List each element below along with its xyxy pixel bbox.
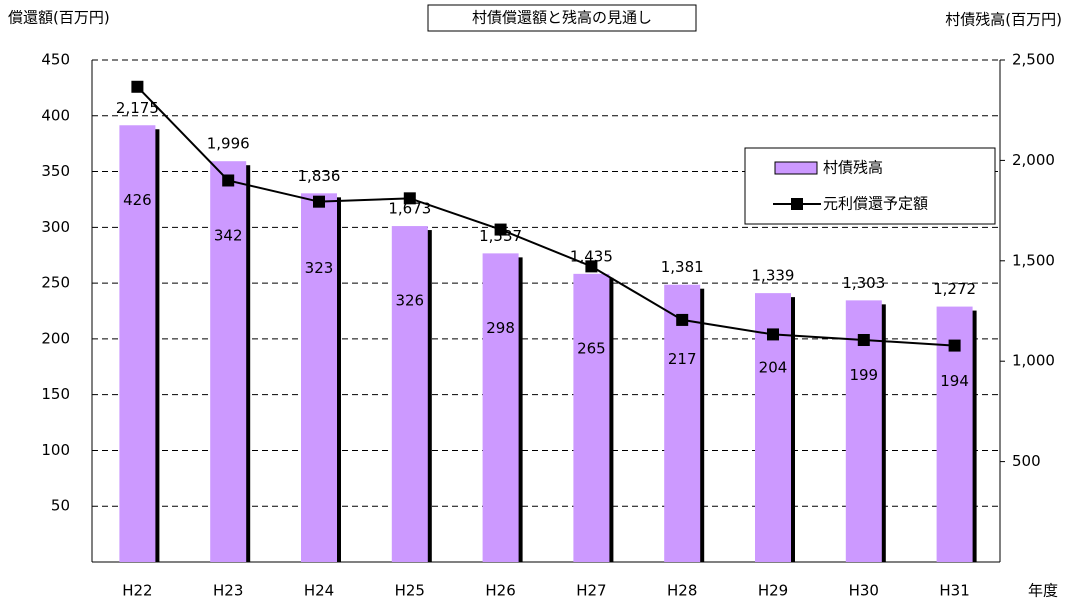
y2-tick-label: 500 bbox=[1012, 452, 1041, 470]
line-marker bbox=[948, 339, 961, 352]
bar bbox=[119, 125, 156, 562]
bar-value-label: 1,381 bbox=[661, 258, 704, 276]
y-axis-title: 償還額(百万円) bbox=[8, 9, 110, 27]
x-tick-label: H27 bbox=[576, 582, 606, 600]
legend-label: 村債残高 bbox=[823, 159, 883, 177]
line-marker bbox=[676, 313, 689, 326]
bar-value-label: 1,836 bbox=[298, 167, 341, 185]
line-value-label: 265 bbox=[577, 339, 606, 357]
x-tick-label: H28 bbox=[667, 582, 697, 600]
bar bbox=[210, 161, 247, 563]
line-marker bbox=[222, 174, 235, 187]
line-marker bbox=[313, 195, 325, 208]
bar bbox=[573, 273, 610, 562]
y2-tick-label: 1,000 bbox=[1012, 352, 1055, 370]
y-tick-label: 200 bbox=[41, 329, 70, 347]
bar bbox=[482, 253, 519, 562]
bar-value-label: 1,339 bbox=[752, 267, 795, 285]
y-tick-label: 150 bbox=[41, 385, 70, 403]
line-value-label: 217 bbox=[668, 350, 697, 368]
x-tick-label: H22 bbox=[122, 582, 152, 600]
line-marker bbox=[494, 223, 507, 236]
line-value-label: 342 bbox=[214, 227, 243, 245]
y-tick-label: 400 bbox=[41, 106, 70, 124]
chart-title: 村債償還額と残高の見通し bbox=[472, 9, 652, 27]
y-tick-label: 300 bbox=[41, 218, 70, 236]
legend-swatch bbox=[774, 161, 818, 175]
y2-axis-title: 村債残高(百万円) bbox=[945, 11, 1062, 29]
line-value-label: 426 bbox=[123, 191, 152, 209]
legend-label: 元利償還予定額 bbox=[823, 195, 928, 213]
y-tick-label: 250 bbox=[41, 274, 70, 292]
line bbox=[136, 86, 955, 347]
y2-tick-label: 1,500 bbox=[1012, 251, 1055, 269]
bar-value-label: 1,303 bbox=[842, 274, 885, 292]
y2-tick-label: 2,500 bbox=[1012, 51, 1055, 69]
x-tick-label: H23 bbox=[213, 582, 243, 600]
bar-value-label: 1,537 bbox=[479, 227, 522, 245]
line-value-label: 204 bbox=[759, 359, 788, 377]
line-value-label: 199 bbox=[849, 366, 878, 384]
x-tick-label: H29 bbox=[758, 582, 788, 600]
y-tick-label: 450 bbox=[41, 51, 70, 69]
y-tick-label: 50 bbox=[51, 497, 70, 515]
x-tick-label: H30 bbox=[849, 582, 879, 600]
x-tick-label: H26 bbox=[485, 582, 515, 600]
line-marker bbox=[403, 192, 416, 205]
bar bbox=[664, 284, 701, 562]
bar-value-label: 1,673 bbox=[388, 200, 431, 218]
line-value-label: 326 bbox=[395, 292, 424, 310]
x-axis-title: 年度 bbox=[1028, 582, 1058, 600]
x-tick-label: H25 bbox=[395, 582, 425, 600]
bar bbox=[301, 193, 337, 562]
line-marker bbox=[857, 334, 870, 347]
line-marker bbox=[767, 328, 779, 341]
bar-value-label: 1,272 bbox=[933, 280, 976, 298]
bar bbox=[391, 226, 428, 563]
line-marker bbox=[585, 260, 598, 273]
bar-value-label: 1,435 bbox=[570, 247, 613, 265]
y2-tick-label: 2,000 bbox=[1012, 151, 1055, 169]
x-tick-label: H31 bbox=[939, 582, 969, 600]
line-value-label: 194 bbox=[940, 372, 969, 390]
y-tick-label: 350 bbox=[41, 162, 70, 180]
line-value-label: 298 bbox=[486, 319, 515, 337]
legend-box bbox=[744, 147, 996, 225]
line-value-label: 323 bbox=[305, 259, 334, 277]
x-tick-label: H24 bbox=[304, 582, 334, 600]
legend-marker bbox=[791, 198, 803, 210]
bar-value-label: 2,175 bbox=[116, 99, 159, 117]
title-box bbox=[427, 4, 697, 32]
line-marker bbox=[131, 80, 144, 93]
y-tick-label: 100 bbox=[41, 441, 70, 459]
bar-value-label: 1,996 bbox=[207, 135, 250, 153]
